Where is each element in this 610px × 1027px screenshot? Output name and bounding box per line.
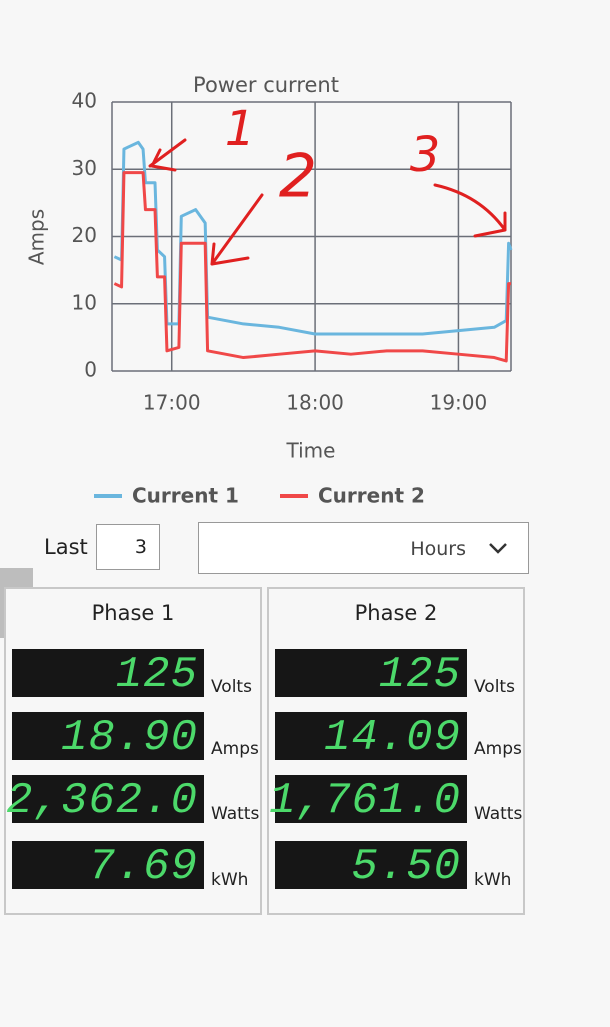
annotation: 3 — [410, 127, 441, 183]
series-line — [113, 171, 511, 363]
annotations — [148, 138, 507, 266]
annotation: 1 — [225, 101, 256, 157]
digital-display: 125 — [12, 649, 204, 700]
reading-value: 2,362.0 — [6, 776, 198, 826]
digital-display: 18.90 — [12, 712, 204, 763]
y-tick-label: 10 — [72, 290, 97, 314]
chart: Power current Amps Time 0 10 20 30 40 17:00 18… — [25, 73, 513, 508]
reading-unit: Amps — [474, 739, 522, 759]
reading-unit: Amps — [211, 739, 259, 759]
y-tick-label: 40 — [72, 89, 97, 113]
annotation: 2 — [279, 142, 317, 212]
y-tick-label: 20 — [72, 223, 97, 247]
y-tick-label: 0 — [84, 358, 97, 382]
reading-value: 125 — [378, 650, 461, 700]
annotation-arrow — [433, 183, 507, 238]
count-input[interactable]: 3 — [96, 524, 160, 570]
annotation-arrow — [210, 193, 264, 266]
reading-value: 7.69 — [88, 842, 198, 892]
reading-value: 18.90 — [60, 713, 198, 763]
x-tick-label: 19:00 — [430, 391, 488, 415]
unit-value: Hours — [410, 538, 466, 560]
series-line — [113, 140, 513, 336]
phase-panel: Phase 2 125 Volts 14.09 Amps 1,761.0 Watts 5.50… — [267, 587, 525, 915]
reading-unit: kWh — [211, 870, 249, 890]
reading-unit: kWh — [474, 870, 512, 890]
legend-label: Current 1 — [132, 484, 239, 508]
reading-value: 5.50 — [351, 842, 461, 892]
grid: 0 10 20 30 40 17:00 18:00 19:00 — [72, 89, 512, 415]
y-tick-label: 30 — [72, 156, 97, 180]
x-tick-label: 18:00 — [286, 391, 344, 415]
reading-unit: Watts — [474, 804, 523, 824]
digital-display: 2,362.0 — [6, 775, 204, 826]
x-axis-label: Time — [286, 439, 336, 463]
digital-display: 14.09 — [275, 712, 467, 763]
digital-display: 7.69 — [12, 841, 204, 892]
reading-value: 14.09 — [323, 713, 461, 763]
digital-display: 125 — [275, 649, 467, 700]
reading-value: 125 — [115, 650, 198, 700]
phase-title: Phase 1 — [91, 601, 175, 625]
x-tick-label: 17:00 — [143, 391, 201, 415]
y-axis-label: Amps — [25, 209, 49, 265]
digital-display: 1,761.0 — [269, 775, 467, 826]
annotation-arrow — [148, 138, 187, 172]
digital-display: 5.50 — [275, 841, 467, 892]
unit-select[interactable]: Hours — [198, 522, 529, 574]
reading-unit: Volts — [211, 677, 252, 697]
legend-label: Current 2 — [318, 484, 425, 508]
reading-unit: Watts — [211, 804, 260, 824]
reading-unit: Volts — [474, 677, 515, 697]
phase-title: Phase 2 — [354, 601, 438, 625]
phase-panel: Phase 1 125 Volts 18.90 Amps 2,362.0 Watts 7.69… — [4, 587, 262, 915]
chart-title: Power current — [193, 73, 339, 97]
reading-value: 1,761.0 — [269, 776, 461, 826]
last-label: Last — [44, 535, 88, 559]
plot-lines — [113, 140, 513, 363]
legend: Current 1 Current 2 — [94, 484, 425, 508]
chevron — [489, 543, 507, 554]
